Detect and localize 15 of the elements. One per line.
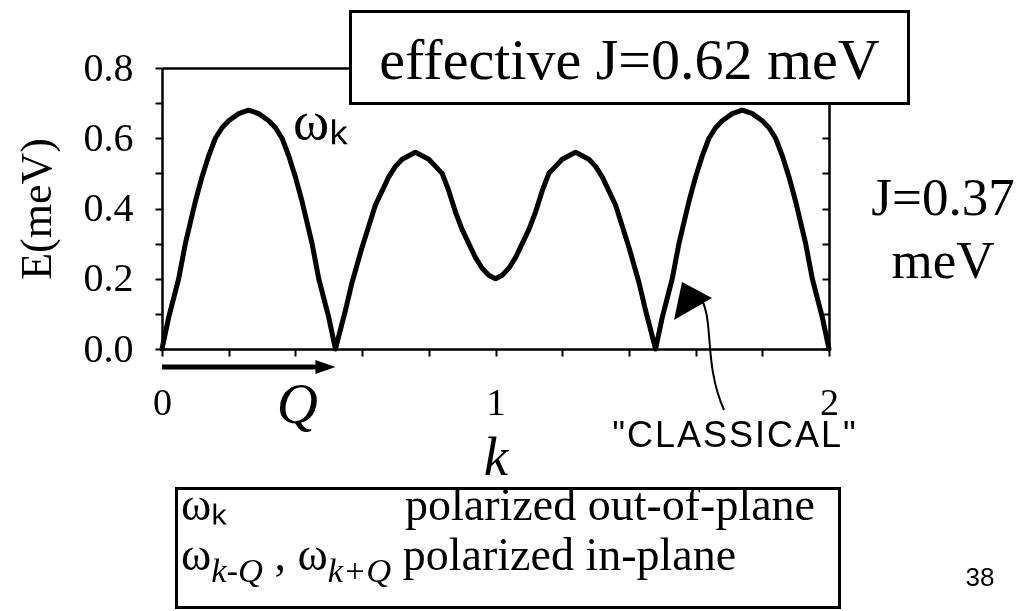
y-tick-label: 0.4 bbox=[83, 185, 134, 230]
y-axis-title: E(meV) bbox=[11, 138, 61, 280]
y-tick-label: 0.6 bbox=[83, 114, 134, 160]
text: 38 bbox=[964, 562, 996, 592]
series-label: ωₖ bbox=[293, 90, 349, 152]
text: ω$_{k-Q}$ , ω$_{k+Q}$ polarized in-plane bbox=[181, 529, 737, 590]
y-tick-label: 0.2 bbox=[83, 255, 134, 301]
text: J=0.37 meV bbox=[870, 167, 1016, 291]
y-tick-label: 0.0 bbox=[83, 325, 134, 371]
y-tick-label: 0.8 bbox=[83, 44, 134, 90]
text: "CLASSICAL" bbox=[612, 414, 858, 455]
x-tick-label: 0 bbox=[153, 380, 172, 423]
chart-title: effective J=0.62 meV bbox=[378, 27, 881, 92]
annotation: Q bbox=[276, 372, 318, 435]
x-tick-label: 1 bbox=[486, 380, 506, 423]
